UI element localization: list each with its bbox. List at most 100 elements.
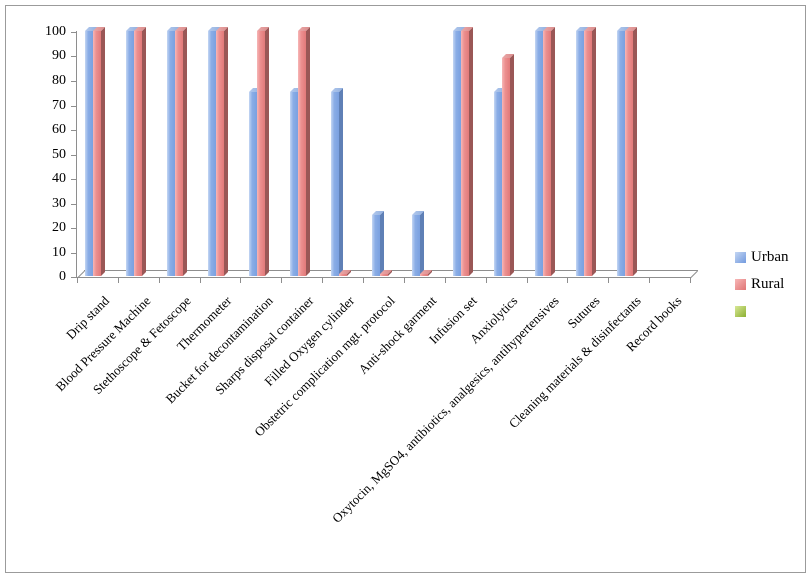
x-tick [363, 278, 364, 283]
y-tick [71, 228, 77, 229]
x-tick [240, 278, 241, 283]
y-tick [71, 106, 77, 107]
bar-cap [502, 54, 514, 58]
x-tick [649, 278, 650, 283]
bar-urban [412, 211, 424, 276]
bar-cap [494, 88, 506, 92]
bar-cap [372, 211, 384, 215]
x-tick [690, 278, 691, 283]
bar-cap [290, 88, 302, 92]
bar-front [420, 274, 428, 276]
bar-cap [249, 88, 261, 92]
bar-cap [85, 27, 97, 31]
bar-side [380, 211, 384, 276]
x-tick [567, 278, 568, 283]
bar-cap [584, 27, 596, 31]
x-tick [445, 278, 446, 283]
bar-cap [453, 27, 465, 31]
bar-front [380, 274, 388, 276]
bar-front [93, 31, 101, 276]
bar-front [494, 92, 502, 276]
bar-rural [502, 54, 514, 276]
bar-cap [208, 27, 220, 31]
bar-front [249, 92, 257, 276]
bar-cap [576, 27, 588, 31]
bar-rural [461, 27, 473, 276]
bar-cap [420, 270, 432, 274]
y-tick-label: 60 [52, 122, 66, 137]
bar-side [142, 27, 146, 276]
bar-cap [617, 27, 629, 31]
bar-side [339, 88, 343, 276]
y-tick-label: 70 [52, 98, 66, 113]
y-tick-label: 80 [52, 73, 66, 88]
bar-cap [331, 88, 343, 92]
bar-cap [535, 27, 547, 31]
bar-front [216, 31, 224, 276]
x-tick [486, 278, 487, 283]
bar-side [265, 27, 269, 276]
y-tick [71, 277, 77, 278]
bar-front [331, 92, 339, 276]
bar-cap [339, 270, 351, 274]
bar-front [543, 31, 551, 276]
bar-front [584, 31, 592, 276]
y-tick [71, 204, 77, 205]
x-tick [404, 278, 405, 283]
x-axis-label: Sutures [564, 293, 603, 332]
bar-cap [412, 211, 424, 215]
bar-front [372, 215, 380, 276]
legend-swatch-series3 [735, 306, 746, 317]
bar-front [412, 215, 420, 276]
bar-front [167, 31, 175, 276]
bar-side [388, 270, 392, 276]
legend-item: Urban [735, 250, 789, 265]
y-tick-label: 30 [52, 196, 66, 211]
bar-side [224, 27, 228, 276]
bar-front [208, 31, 216, 276]
bar-front [290, 92, 298, 276]
bar-front [625, 31, 633, 276]
bar-cap [298, 27, 310, 31]
legend-label: Urban [751, 249, 789, 265]
bar-urban [372, 211, 384, 276]
y-tick [71, 253, 77, 254]
bar-cap [625, 27, 637, 31]
bar-rural [584, 27, 596, 276]
bar-rural [380, 270, 392, 276]
bar-front [85, 31, 93, 276]
x-tick [159, 278, 160, 283]
bar-front [576, 31, 584, 276]
bar-cap [175, 27, 187, 31]
bar-rural [216, 27, 228, 276]
x-tick [281, 278, 282, 283]
bar-side [551, 27, 555, 276]
bar-side [101, 27, 105, 276]
y-tick-label: 90 [52, 48, 66, 63]
bar-rural [134, 27, 146, 276]
chart-border [5, 5, 806, 573]
y-tick-label: 40 [52, 171, 66, 186]
y-tick [71, 56, 77, 57]
y-axis-line [76, 31, 77, 278]
x-tick [118, 278, 119, 283]
bar-rural [257, 27, 269, 276]
legend-item [735, 304, 789, 319]
bar-cap [216, 27, 228, 31]
bar-front [502, 58, 510, 276]
x-tick [322, 278, 323, 283]
bar-side [633, 27, 637, 276]
bar-side [420, 211, 424, 276]
bar-side [347, 270, 351, 276]
x-tick [77, 278, 78, 283]
bar-side [510, 54, 514, 276]
bar-front [339, 274, 347, 276]
bar-side [592, 27, 596, 276]
bar-cap [543, 27, 555, 31]
bar-cap [126, 27, 138, 31]
legend-swatch-urban [735, 252, 746, 263]
bar-rural [339, 270, 351, 276]
bar-rural [298, 27, 310, 276]
